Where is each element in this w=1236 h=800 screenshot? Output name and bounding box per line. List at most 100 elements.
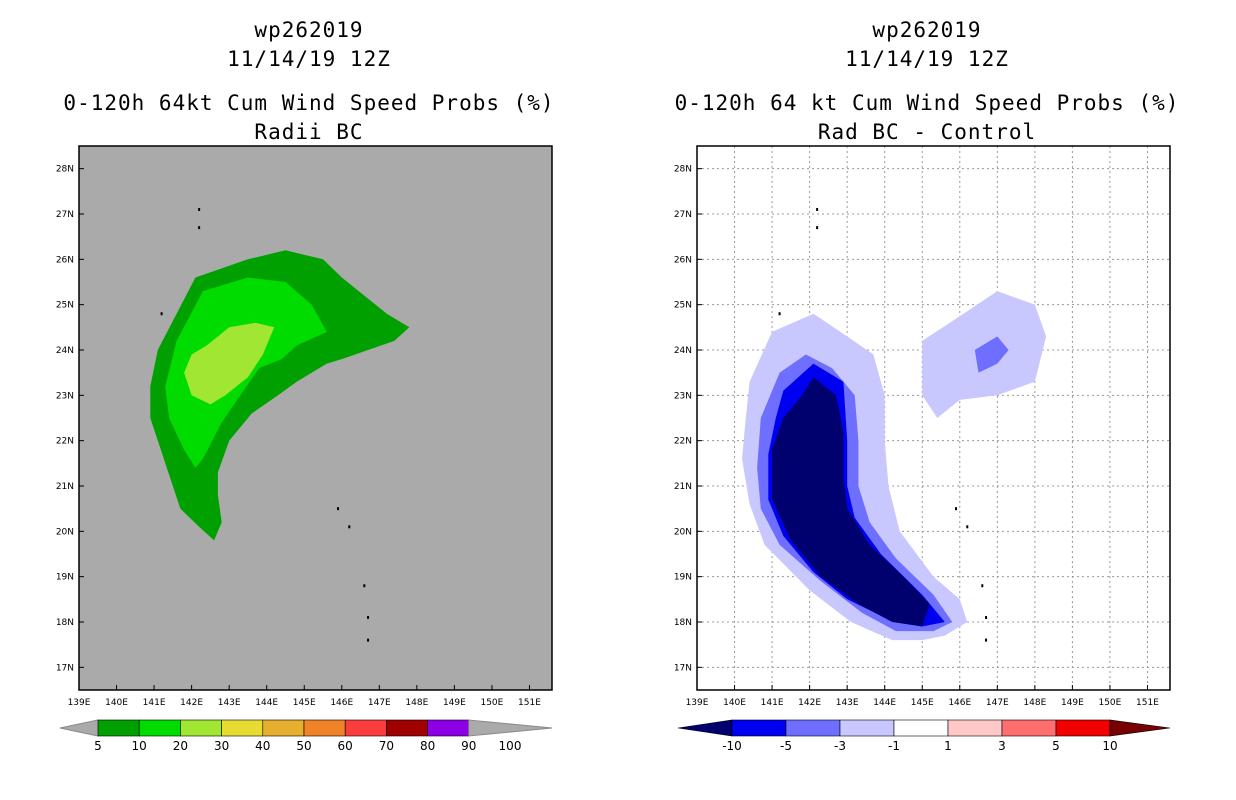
y-tick-label: 24N	[674, 346, 692, 356]
y-tick-label: 28N	[674, 165, 692, 175]
colorbar-label: 40	[255, 739, 270, 753]
x-tick-label: 146E	[330, 698, 353, 708]
y-tick-label: 21N	[56, 482, 74, 492]
y-tick-label: 22N	[674, 437, 692, 447]
x-tick-label: 148E	[405, 698, 428, 708]
colorbar-label: 20	[173, 739, 188, 753]
contour-level-neg3	[974, 336, 1009, 373]
x-tick-label: 151E	[518, 698, 541, 708]
x-tick-label: 140E	[723, 698, 746, 708]
y-tick-label: 19N	[674, 573, 692, 583]
y-tick-label: 17N	[56, 663, 74, 673]
left-title-product: 0-120h 64kt Cum Wind Speed Probs (%)	[63, 91, 555, 115]
colorbar-swatch	[947, 719, 1003, 737]
island-mark	[198, 207, 201, 211]
x-tick-label: 142E	[180, 698, 203, 708]
colorbar-label: 50	[296, 739, 311, 753]
colorbar-label: 30	[214, 739, 229, 753]
colorbar-arrow-low	[59, 719, 99, 737]
y-tick-label: 18N	[56, 618, 74, 628]
right-title-storm: wp262019	[872, 18, 982, 42]
y-tick-label: 18N	[674, 618, 692, 628]
right-title-subtitle: Rad BC - Control	[817, 120, 1037, 144]
x-tick-label: 146E	[948, 698, 971, 708]
y-tick-label: 25N	[674, 301, 692, 311]
plot-frame	[696, 145, 1171, 691]
island-mark	[966, 525, 969, 529]
y-tick-label: 17N	[674, 663, 692, 673]
island-mark	[367, 615, 370, 619]
left-chart: 139E 140E 141E 142E 143E 144E 145E 146E 147E 148E…	[56, 145, 553, 753]
island-mark	[337, 507, 340, 511]
contour-level-20	[184, 322, 275, 405]
colorbar-arrow-high	[468, 719, 553, 737]
island-mark	[981, 584, 984, 588]
y-tick-label: 19N	[56, 573, 74, 583]
x-tick-label: 150E	[1098, 698, 1121, 708]
contour-level-neg10	[772, 377, 930, 627]
colorbar-swatch	[180, 719, 222, 737]
x-tick-label: 147E	[368, 698, 391, 708]
contour-fills	[742, 291, 1047, 641]
colorbar-swatch	[785, 719, 841, 737]
colorbar-swatch	[893, 719, 949, 737]
colorbar-swatch	[344, 719, 387, 737]
colorbar-label: -1	[888, 739, 900, 753]
y-tick-label: 21N	[674, 482, 692, 492]
colorbar-label: 80	[420, 739, 435, 753]
colorbar-swatch	[839, 719, 895, 737]
island-mark	[955, 507, 958, 511]
y-tick-label: 22N	[56, 437, 74, 447]
x-tick-label: 150E	[480, 698, 503, 708]
land-islands	[778, 207, 988, 642]
colorbar-arrow-low	[677, 719, 733, 737]
y-tick-label: 26N	[674, 255, 692, 265]
colorbar-swatch	[1055, 719, 1111, 737]
colorbar-label: -5	[780, 739, 792, 753]
left-title-subtitle: Radii BC	[254, 120, 364, 144]
island-mark	[985, 638, 988, 642]
colorbar-label: 70	[379, 739, 394, 753]
y-tick-label: 25N	[56, 301, 74, 311]
colorbar-label: 10	[132, 739, 147, 753]
x-tick-label: 141E	[761, 698, 784, 708]
colorbar-swatch	[731, 719, 787, 737]
colorbar-swatch	[427, 719, 470, 737]
colorbar-swatch	[386, 719, 428, 737]
y-tick-label: 26N	[56, 255, 74, 265]
x-tick-label: 149E	[1061, 698, 1084, 708]
y-tick-label: 20N	[56, 527, 74, 537]
colorbar-label: -10	[722, 739, 742, 753]
island-mark	[198, 226, 201, 230]
colorbar-label: 5	[94, 739, 102, 753]
colorbar-swatch	[303, 719, 346, 737]
island-mark	[363, 584, 366, 588]
left-panel: wp262019 11/14/19 12Z 0-120h 64kt Cum Wi…	[56, 18, 555, 753]
colorbar-label: 5	[1052, 739, 1060, 753]
right-title-product: 0-120h 64 kt Cum Wind Speed Probs (%)	[674, 91, 1180, 115]
y-tick-label: 23N	[56, 391, 74, 401]
island-mark	[985, 615, 988, 619]
colorbar-label: 90	[461, 739, 476, 753]
right-panel: wp262019 11/14/19 12Z 0-120h 64 kt Cum W…	[618, 0, 1236, 800]
colorbar-label: 10	[1102, 739, 1117, 753]
island-mark	[367, 638, 370, 642]
colorbar: -10 -5 -3 -1 1 3 5 10	[677, 719, 1171, 753]
colorbar-label: 100	[499, 739, 522, 753]
island-mark	[348, 525, 351, 529]
x-tick-label: 147E	[986, 698, 1009, 708]
right-chart: 139E 140E 141E 142E 143E 144E 145E 146E 147E 148E…	[674, 145, 1171, 753]
x-tick-label: 141E	[143, 698, 166, 708]
left-title-date: 11/14/19 12Z	[227, 47, 391, 71]
x-tick-label: 144E	[873, 698, 896, 708]
island-mark	[816, 207, 819, 211]
axis-ticks: 139E 140E 141E 142E 143E 144E 145E 146E 147E 148E…	[56, 165, 541, 708]
plot-frame	[78, 145, 553, 691]
right-title-date: 11/14/19 12Z	[845, 47, 1009, 71]
colorbar: 5 10 20 30 40 50 60 70 80 90 100	[59, 719, 553, 753]
x-tick-label: 140E	[105, 698, 128, 708]
colorbar-label: 1	[944, 739, 952, 753]
x-tick-label: 144E	[255, 698, 278, 708]
colorbar-label: -3	[834, 739, 846, 753]
contour-fills	[150, 250, 410, 541]
